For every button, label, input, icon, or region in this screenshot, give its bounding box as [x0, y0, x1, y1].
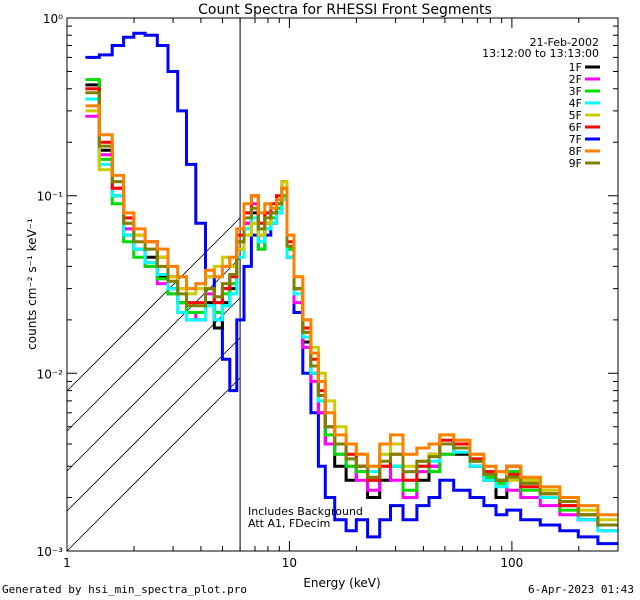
y-tick-label: 10⁻¹ — [37, 190, 64, 204]
legend-label-4F: 4F — [569, 97, 582, 110]
series-8F — [85, 104, 618, 517]
y-axis-label: counts cm⁻² s⁻¹ keV⁻¹ — [25, 218, 39, 350]
axes: 1 10 100 10⁻³ 10⁻² 10⁻¹ 10⁰ — [37, 12, 619, 570]
time-range-label: 13:12:00 to 13:13:00 — [482, 47, 599, 60]
series-2F — [85, 114, 618, 533]
legend-label-8F: 8F — [569, 145, 582, 158]
series-9F — [85, 91, 618, 527]
series-layer — [85, 31, 618, 546]
y-tick-label: 10⁻² — [37, 367, 64, 381]
legend-label-5F: 5F — [569, 109, 582, 122]
legend-label-2F: 2F — [569, 73, 582, 86]
plot-frame — [66, 17, 619, 552]
x-tick-label: 10 — [282, 556, 297, 570]
x-tick-label: 1 — [63, 556, 71, 570]
x-tick-label: 100 — [500, 556, 523, 570]
legend-label-1F: 1F — [569, 61, 582, 74]
annotation-attenuator: Att A1, FDecim — [248, 517, 330, 530]
excluded-energy-hatch — [66, 18, 241, 552]
x-axis-label: Energy (keV) — [303, 576, 380, 590]
timestamp-text: 6-Apr-2023 01:43 — [528, 583, 634, 596]
tick-marks — [66, 18, 619, 552]
legend-label-7F: 7F — [569, 133, 582, 146]
generated-by-text: Generated by hsi_min_spectra_plot.pro — [2, 583, 248, 596]
legend-label-3F: 3F — [569, 85, 582, 98]
y-tick-label: 10⁻³ — [37, 545, 64, 559]
legend-label-9F: 9F — [569, 157, 582, 170]
legend-label-6F: 6F — [569, 121, 582, 134]
annotation-background: Includes Background — [248, 505, 363, 518]
date-label: 21-Feb-2002 — [530, 36, 599, 49]
chart-title: Count Spectra for RHESSI Front Segments — [198, 2, 492, 18]
hatch-lines — [66, 217, 241, 552]
series-7F — [85, 31, 618, 546]
y-tick-label: 10⁰ — [43, 12, 63, 26]
